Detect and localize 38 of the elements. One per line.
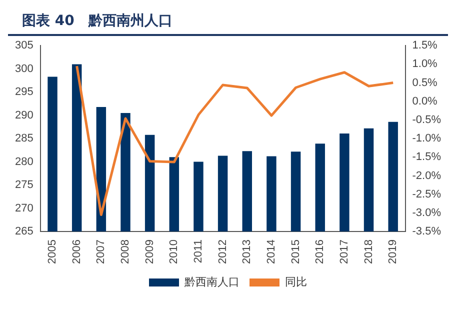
y-tick-label: 300: [14, 62, 34, 75]
y-tick-label: 280: [14, 156, 34, 168]
y2-tick-label: -2.5%: [412, 188, 442, 200]
y2-tick-label: -2.0%: [412, 170, 442, 182]
x-tick-label: 2012: [216, 240, 229, 264]
y2-tick-label: 1.0%: [412, 58, 438, 70]
legend-label: 黔西南人口: [184, 276, 240, 289]
y2-tick-label: -1.0%: [412, 132, 442, 145]
legend-label: 同比: [285, 276, 307, 289]
y-tick-label: 285: [14, 132, 34, 145]
x-tick-label: 2018: [362, 240, 375, 264]
y-tick-label: 305: [14, 40, 34, 52]
chart-title: 图表 40 黔西南州人口: [8, 8, 448, 36]
x-tick-label: 2015: [290, 240, 302, 264]
x-tick-label: 2013: [241, 240, 254, 264]
x-tick-label: 2007: [95, 240, 108, 264]
x-tick-label: 2016: [314, 240, 326, 264]
y2-tick-label: -1.5%: [412, 151, 442, 164]
y-tick-label: 290: [14, 109, 34, 122]
x-tick-label: 2005: [46, 240, 59, 264]
y-tick-label: 295: [14, 86, 34, 98]
x-tick-label: 2008: [120, 240, 132, 264]
x-tick-label: 2017: [338, 240, 350, 264]
x-tick-label: 2006: [70, 240, 83, 264]
x-tick-label: 2009: [144, 240, 156, 264]
y-tick-label: 265: [14, 226, 34, 238]
y2-tick-label: 0.5%: [412, 76, 438, 89]
y2-tick-label: -0.5%: [412, 114, 442, 126]
y2-tick-label: 1.5%: [412, 40, 438, 52]
x-tick-label: 2011: [192, 240, 205, 264]
y2-tick-label: -3.0%: [412, 206, 442, 219]
y2-tick-label: -3.5%: [412, 226, 442, 238]
x-tick-label: 2010: [168, 240, 180, 264]
y2-tick-label: 0.0%: [412, 95, 438, 108]
x-tick-label: 2019: [387, 240, 400, 264]
y-tick-label: 270: [14, 202, 34, 214]
y-tick-label: 275: [14, 179, 34, 192]
x-tick-label: 2014: [265, 240, 278, 264]
